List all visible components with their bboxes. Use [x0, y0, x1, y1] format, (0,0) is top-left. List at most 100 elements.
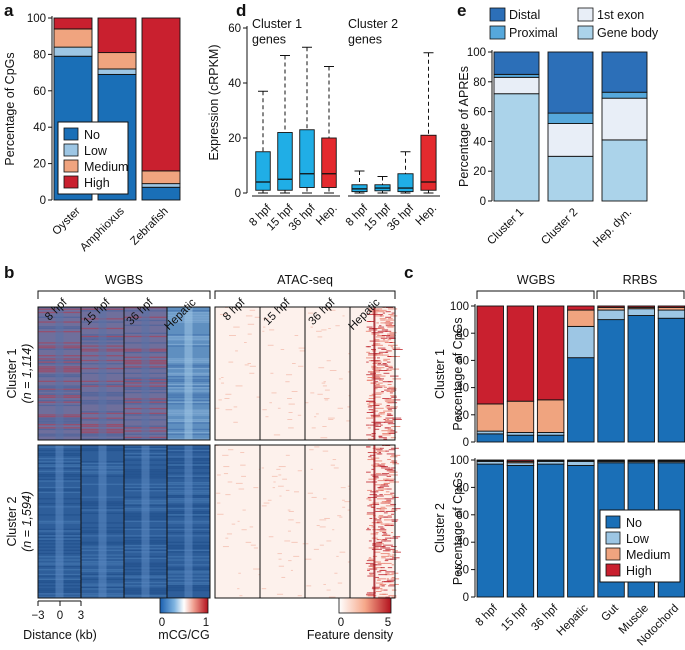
b-atac-cluster1-hepatic-row [391, 312, 395, 314]
b-atac-cluster2-15-hpf-row [297, 595, 302, 597]
b-atac-cluster1-hepatic-row [377, 335, 386, 336]
b-atac-cluster2-36-hpf-row [342, 499, 345, 501]
b-atac-cluster2-15-hpf-row [278, 466, 286, 468]
b-atac-cluster1-hepatic-row [382, 363, 387, 364]
b-atac-cluster1-hepatic-row [385, 400, 395, 402]
b-atac-cluster1-8-hpf-row [215, 407, 220, 409]
b-atac-cluster1-hepatic-row [374, 315, 385, 317]
b-atac-cluster2-hepatic-row [374, 546, 385, 548]
e-category-cluster-1: Cluster 1 [485, 206, 526, 247]
b-atac-cluster1-15-hpf-row [299, 350, 307, 352]
b-atac-cluster2-hepatic-row [379, 494, 383, 496]
b-atac-cluster1-36-hpf-row [347, 406, 350, 408]
e-bar-hep-dyn-distal [601, 51, 648, 93]
b-atac-cluster2-hepatic-row [380, 527, 385, 529]
b-atac-cluster2-36-hpf-row [309, 449, 314, 451]
b-atac-cluster1-hepatic-row [387, 389, 393, 391]
b-atac-cluster1-hepatic-row [380, 364, 388, 366]
b-atac-cluster1-36-hpf-row [317, 393, 323, 395]
b-distance-tick-label-0: −3 [31, 610, 44, 622]
c1-bar-hepatic-low [567, 325, 595, 359]
b-atac-cluster2-hepatic-row [392, 551, 401, 553]
b-atac-cluster1-36-hpf-row [338, 378, 343, 380]
b-atac-cluster1-36-hpf-row [305, 402, 309, 404]
d-box-g2-8-hpf [351, 184, 368, 193]
c2-category-8-hpf: 8 hpf [473, 602, 500, 629]
b-atac-cluster1-hepatic-row [380, 322, 390, 324]
b-atac-cluster1-15-hpf-row [288, 412, 293, 413]
b-atac-cluster1-hepatic-row [389, 337, 396, 339]
e-bar-cluster-1-gene-body [493, 93, 540, 202]
c2-legend-label-high: High [626, 564, 652, 578]
b-atac-cluster2-hepatic-row [380, 567, 385, 569]
b-atac-cluster2-hepatic-row [375, 590, 382, 592]
b-atac-cluster2-hepatic-row [384, 562, 392, 564]
a-legend-label-no: No [84, 128, 100, 142]
b-atac-cluster2-hepatic-row [379, 447, 384, 449]
b-atac-cluster1-36-hpf-row [323, 398, 330, 399]
e-bar-cluster-2-distal [547, 51, 594, 114]
b-atac-cluster1-hepatic-row [379, 318, 387, 320]
b-atac-cluster2-hepatic-row [378, 450, 387, 452]
b-atac-cluster1-15-hpf-row [298, 347, 305, 349]
b-wgbs-cluster2-36-hpf-center [141, 445, 150, 598]
c2-ytick-label-20: 20 [456, 565, 469, 577]
b-atac-cluster2-hepatic-row [371, 468, 375, 470]
b-atac-cluster2-hepatic-row [390, 532, 394, 534]
b-atac-cluster1-hepatic-row [383, 410, 393, 412]
c2-bar-8-hpf-no [476, 463, 504, 598]
b-atac-cluster2-8-hpf-row [238, 488, 245, 490]
b-atac-cluster1-hepatic-row [378, 437, 387, 439]
b-atac-cluster2-15-hpf-row [277, 553, 282, 555]
a-ytick-label-60: 60 [33, 86, 46, 98]
b-atac-cluster2-36-hpf [304, 445, 355, 598]
b-atac-cluster2-hepatic-row [391, 564, 394, 566]
b-atac-cluster2-hepatic-row [385, 488, 392, 490]
b-atac-cluster2-hepatic-row [387, 581, 394, 583]
d-box-g1-hep-label: Hep. [314, 202, 340, 228]
b-atac-cluster2-hepatic-row [372, 564, 382, 566]
b-atac-cluster1-15-hpf-row [273, 434, 281, 436]
c2-ytick-label-60: 60 [456, 510, 469, 522]
b-atac-cluster1-hepatic-row [370, 412, 373, 413]
b-atac-cluster2-hepatic-row [375, 449, 383, 451]
b-atac-cluster1-hepatic-row [387, 428, 393, 430]
b-atac-cluster2-15-hpf-row [273, 481, 276, 483]
b-atac-cluster2-hepatic-row [391, 454, 401, 456]
b-atac-cluster2-15-hpf-row [295, 522, 301, 524]
a-bar-zebrafish-medium [141, 170, 181, 185]
b-atac-cluster2-hepatic-row [366, 595, 377, 597]
b-wgbs-cluster2-8-hpf [37, 444, 82, 599]
e-ylabel: Percentage of APREs [457, 66, 471, 187]
b-atac-cluster2-hepatic-row [369, 503, 375, 505]
b-atac-cluster2-hepatic-row [369, 574, 373, 576]
b-atac-cluster2-hepatic-row [384, 525, 393, 527]
b-atac-cluster1-hepatic-row [384, 427, 390, 429]
b-atac-cluster2-hepatic-row [376, 520, 382, 522]
b-mcg-tick-0: 0 [159, 617, 165, 629]
b-atac-cluster1-hepatic-row [370, 372, 377, 374]
b-atac-cluster1-15-hpf-row [262, 318, 269, 320]
b-atac-cluster2-hepatic-row [367, 496, 378, 498]
b-atac-cluster2-hepatic-row [380, 569, 387, 571]
b-atac-cluster2-15-hpf-row [271, 475, 278, 477]
b-atac-cluster2-8-hpf-row [245, 541, 252, 543]
c1-bar-hepatic-high [567, 305, 595, 311]
e-legend-label-distal: Distal [509, 8, 540, 22]
b-atac-cluster1-hepatic-row [385, 420, 395, 422]
b-atac-cluster2-hepatic-row [381, 540, 387, 542]
b-atac-cluster2-hepatic [349, 445, 401, 598]
b-atac-cluster2-15-hpf-background [260, 445, 305, 598]
e-bar-hep-dyn-proximal [601, 91, 648, 99]
e-bar-cluster-2-gene-body [547, 155, 594, 202]
b-atac-cluster1-hepatic-row [389, 392, 393, 394]
b-atac-cluster2-hepatic-row [366, 446, 371, 448]
b-atac-cluster2-hepatic-row [367, 505, 373, 507]
b-atac-cluster1-36-hpf-row [346, 420, 352, 422]
b-atac-cluster2-hepatic-row [388, 571, 395, 573]
b-wgbs-cluster2-15-hpf [80, 444, 125, 599]
b-atac-cluster1-hepatic-row [382, 354, 389, 356]
b-atac-cluster2-hepatic-row [382, 532, 387, 534]
b-atac-cluster1-8-hpf-row [247, 333, 252, 335]
a-legend-label-low: Low [84, 144, 108, 158]
